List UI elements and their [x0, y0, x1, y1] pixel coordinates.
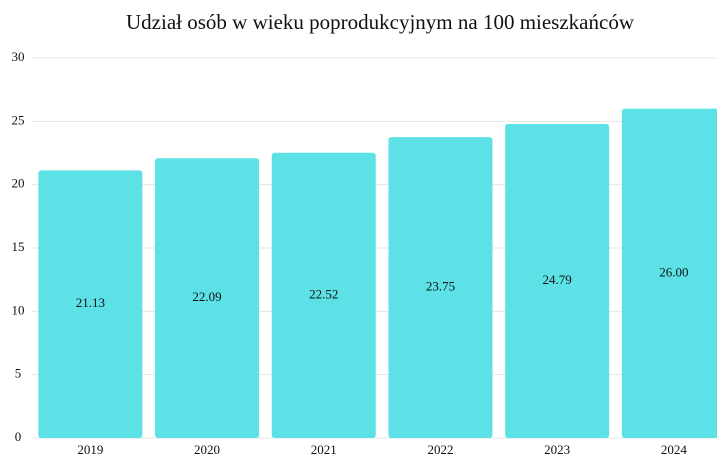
bar — [505, 123, 610, 438]
y-tick-label: 25 — [12, 112, 25, 127]
chart-title: Udział osób w wieku poprodukcyjnym na 10… — [126, 10, 635, 34]
bar — [155, 158, 260, 438]
value-label: 21.13 — [76, 295, 105, 310]
value-label: 24.79 — [543, 272, 572, 287]
x-tick-label: 2021 — [311, 442, 337, 457]
x-tick-label: 2020 — [194, 442, 220, 457]
value-label: 22.09 — [192, 289, 221, 304]
bar — [38, 170, 143, 438]
bar — [388, 137, 493, 438]
bar — [271, 152, 376, 438]
y-tick-label: 30 — [12, 49, 25, 64]
y-tick-label: 20 — [12, 176, 25, 191]
y-tick-label: 10 — [12, 302, 25, 317]
x-tick-label: 2024 — [661, 442, 688, 457]
x-tick-label: 2019 — [77, 442, 103, 457]
value-label: 26.00 — [659, 264, 688, 279]
y-tick-label: 5 — [15, 366, 22, 381]
y-tick-label: 0 — [15, 429, 22, 444]
bar — [621, 108, 717, 438]
value-label: 23.75 — [426, 279, 455, 294]
y-tick-label: 15 — [12, 239, 25, 254]
value-label: 22.52 — [309, 286, 338, 301]
x-tick-label: 2023 — [544, 442, 570, 457]
x-tick-label: 2022 — [427, 442, 453, 457]
